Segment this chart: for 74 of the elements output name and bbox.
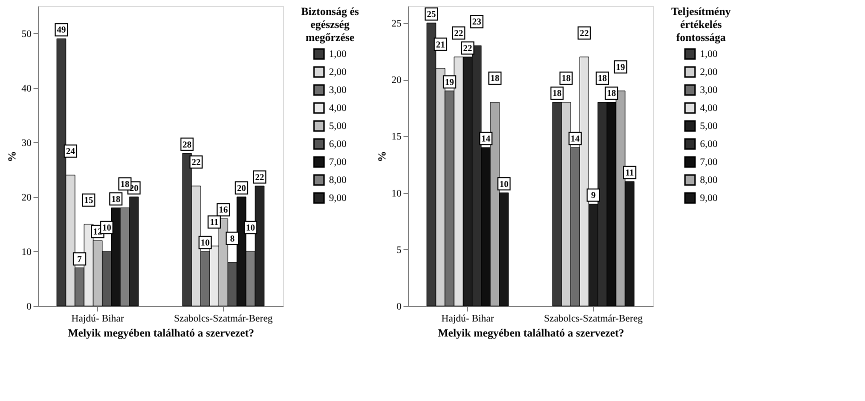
x-tick-label: Szabolcs-Szatmár-Bereg bbox=[544, 314, 643, 324]
y-tick-label: 5 bbox=[396, 244, 402, 256]
x-axis-title: Melyik megyében található a szervezet? bbox=[438, 328, 624, 340]
data-label: 22 bbox=[255, 172, 265, 182]
legend-title: Biztonság és egészség megőrzése bbox=[301, 6, 360, 44]
legend-title: Teljesítmény értékelés fontossága bbox=[671, 6, 732, 44]
data-label: 18 bbox=[562, 73, 572, 84]
y-tick-label: 10 bbox=[22, 246, 32, 258]
legend-label: 7,00 bbox=[700, 157, 718, 168]
legend-label: 1,00 bbox=[329, 49, 346, 60]
legend-label: 9,00 bbox=[329, 193, 346, 204]
x-tick-label: Hajdú- Bihar bbox=[441, 314, 495, 324]
data-label: 21 bbox=[436, 39, 446, 50]
data-label: 10 bbox=[102, 222, 112, 232]
data-label: 22 bbox=[192, 157, 202, 167]
legend-label: 6,00 bbox=[700, 139, 718, 150]
y-tick-label: 15 bbox=[392, 132, 402, 143]
data-label: 19 bbox=[445, 76, 455, 87]
legend-label: 3,00 bbox=[700, 85, 718, 96]
legend-label: 6,00 bbox=[329, 139, 346, 150]
data-label: 18 bbox=[490, 73, 500, 84]
data-label: 22 bbox=[580, 28, 590, 38]
y-tick-label: 20 bbox=[22, 192, 32, 204]
data-label: 24 bbox=[66, 146, 76, 156]
data-label: 23 bbox=[472, 16, 482, 27]
legend-label: 5,00 bbox=[329, 121, 346, 132]
y-tick-label: 10 bbox=[392, 188, 402, 200]
legend-label: 8,00 bbox=[329, 175, 346, 186]
data-label: 19 bbox=[616, 62, 626, 72]
legend-label: 7,00 bbox=[329, 157, 346, 168]
data-label: 7 bbox=[77, 254, 82, 264]
y-tick-label: 50 bbox=[22, 28, 32, 40]
legend-label: 4,00 bbox=[700, 103, 718, 114]
data-label: 10 bbox=[246, 222, 256, 232]
y-tick-label: 40 bbox=[22, 83, 32, 94]
y-tick-label: 25 bbox=[392, 18, 402, 30]
y-axis-title: % bbox=[376, 151, 388, 162]
data-label: 18 bbox=[120, 178, 130, 189]
data-label: 22 bbox=[463, 42, 473, 53]
data-label: 20 bbox=[236, 182, 246, 193]
legend-label: 9,00 bbox=[700, 193, 718, 204]
data-label: 18 bbox=[111, 194, 121, 204]
data-label: 18 bbox=[598, 73, 608, 84]
data-label: 10 bbox=[200, 237, 210, 248]
data-label: 25 bbox=[426, 8, 436, 19]
data-label: 14 bbox=[570, 134, 580, 144]
data-label: 18 bbox=[606, 88, 616, 98]
data-label: 15 bbox=[84, 195, 94, 206]
y-tick-label: 20 bbox=[392, 75, 402, 86]
legend-label: 2,00 bbox=[700, 67, 718, 78]
data-label: 10 bbox=[499, 178, 509, 189]
legend-label: 3,00 bbox=[329, 85, 346, 96]
legend-label: 8,00 bbox=[700, 175, 718, 186]
data-label: 11 bbox=[210, 217, 219, 227]
legend-label: 4,00 bbox=[329, 103, 346, 114]
x-tick-label: Szabolcs-Szatmár-Bereg bbox=[174, 314, 273, 324]
y-tick-label: 0 bbox=[26, 302, 32, 312]
data-label: 9 bbox=[591, 190, 596, 200]
data-label: 16 bbox=[218, 204, 228, 215]
x-tick-label: Hajdú- Bihar bbox=[71, 314, 125, 324]
legend-label: 5,00 bbox=[700, 121, 718, 132]
data-label: 22 bbox=[454, 28, 464, 38]
x-axis-title: Melyik megyében található a szervezet? bbox=[68, 328, 254, 340]
data-label: 14 bbox=[481, 134, 491, 144]
y-axis-title: % bbox=[6, 151, 18, 162]
y-tick-label: 0 bbox=[396, 302, 402, 312]
legend-label: 2,00 bbox=[329, 67, 346, 78]
data-label: 49 bbox=[56, 24, 66, 35]
legend-label: 1,00 bbox=[700, 49, 718, 60]
data-label: 28 bbox=[182, 139, 192, 150]
data-label: 18 bbox=[552, 88, 562, 98]
data-label: 11 bbox=[625, 167, 634, 178]
y-tick-label: 30 bbox=[22, 138, 32, 149]
data-label: 8 bbox=[230, 233, 236, 244]
